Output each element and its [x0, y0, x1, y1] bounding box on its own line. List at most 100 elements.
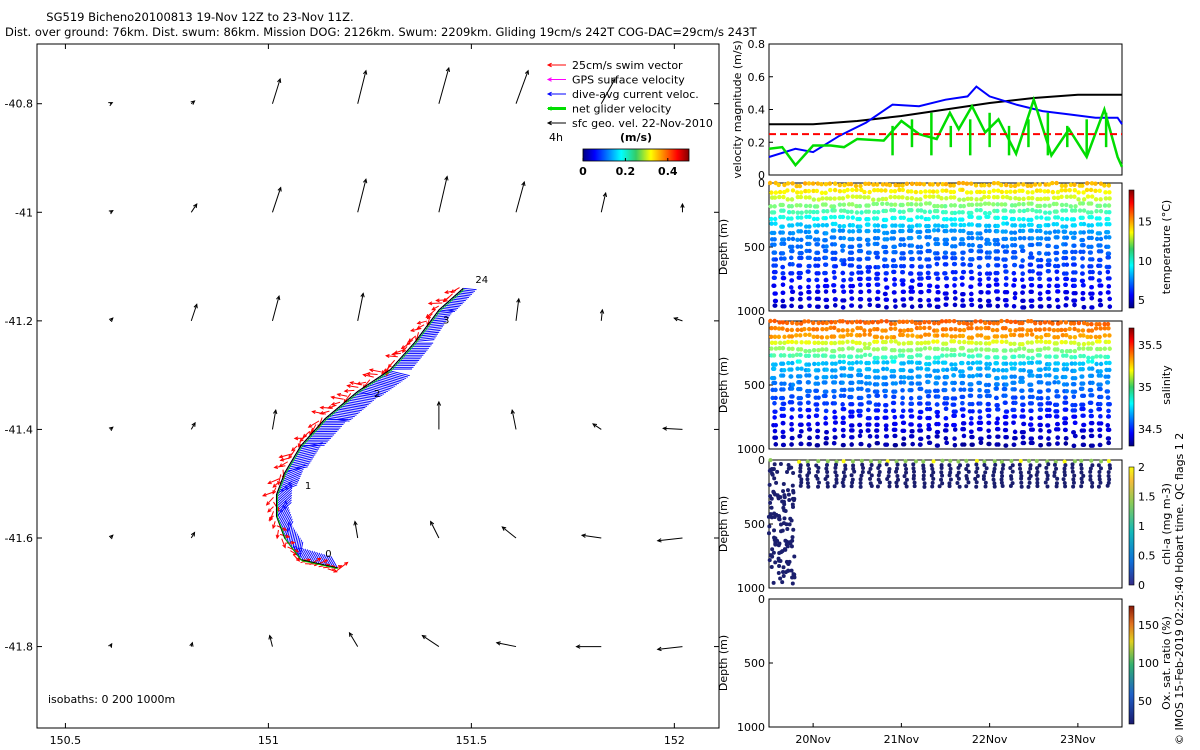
section-point	[780, 224, 785, 229]
section-point	[1034, 188, 1040, 193]
chl-point	[869, 463, 874, 468]
section-point	[1071, 430, 1077, 435]
chl-point	[1009, 458, 1014, 463]
section-point	[944, 440, 949, 446]
section-point	[881, 360, 886, 365]
section-point	[900, 395, 905, 400]
section-point	[1028, 416, 1034, 421]
chl-point	[1034, 458, 1039, 463]
section-point	[893, 339, 898, 344]
section-point	[874, 434, 879, 439]
section-point	[1063, 282, 1068, 287]
section-point	[1098, 346, 1103, 352]
section-point	[1012, 361, 1018, 366]
section-point	[918, 386, 924, 392]
section-point	[995, 270, 1000, 276]
chl-point	[780, 499, 785, 504]
section-point	[978, 333, 984, 338]
section-point	[1081, 320, 1087, 326]
section-point	[1080, 366, 1085, 372]
section-point	[944, 196, 949, 201]
section-point	[917, 256, 923, 261]
section-point	[975, 333, 980, 338]
swim-vector-head	[362, 373, 367, 378]
section-point	[1068, 182, 1074, 187]
section-point	[904, 181, 910, 187]
section-point	[1086, 223, 1091, 228]
section-point	[1013, 348, 1018, 353]
chl-point	[1107, 477, 1112, 482]
section-point	[1030, 373, 1035, 378]
chl-point	[1035, 477, 1040, 482]
section-point	[1003, 393, 1008, 398]
section-point	[1029, 332, 1035, 337]
chl-point	[902, 474, 907, 479]
map-ytick-label: -40.8	[5, 98, 33, 111]
section-point	[1016, 202, 1022, 207]
section-point	[1055, 263, 1061, 269]
section-point	[901, 380, 907, 385]
section-point	[815, 242, 821, 247]
chl-point	[825, 484, 830, 489]
swim-vector	[406, 339, 414, 345]
section-point	[829, 340, 834, 346]
dive-avg-current-vector	[292, 454, 316, 460]
section-point	[1039, 402, 1044, 407]
chl-point	[791, 470, 796, 475]
chl-point	[782, 493, 787, 498]
section-point	[960, 282, 965, 287]
chl-point	[1017, 462, 1022, 467]
section-point	[923, 189, 928, 194]
section-point	[1020, 440, 1025, 446]
section-point	[1017, 216, 1022, 222]
section-point	[908, 348, 914, 353]
section-point	[887, 182, 893, 188]
section-point	[795, 215, 801, 220]
dive-avg-current-vector	[445, 303, 462, 306]
section-point	[798, 401, 803, 406]
section-point	[1081, 381, 1086, 386]
section-point	[999, 182, 1004, 188]
section-point	[964, 190, 970, 195]
chl-point	[974, 480, 979, 485]
section-point	[943, 255, 949, 260]
section-point	[798, 413, 804, 419]
section-point	[815, 443, 821, 448]
section-point	[816, 368, 821, 373]
section-point	[824, 347, 829, 352]
section-point	[1073, 433, 1078, 439]
section-point	[816, 197, 821, 202]
section-point	[995, 223, 1000, 229]
section-point	[1055, 215, 1061, 220]
swim-vector-head	[307, 424, 313, 428]
chl-point	[816, 484, 821, 489]
section-point	[1003, 443, 1008, 448]
section-point	[841, 366, 847, 371]
section-point	[978, 326, 984, 331]
section-ytick-label: 1000	[737, 721, 765, 734]
section-point	[867, 265, 873, 270]
section-point	[995, 289, 1000, 294]
geo-vector-head	[190, 100, 196, 105]
section-point	[1029, 436, 1035, 441]
section-point	[1063, 327, 1068, 333]
section-point	[780, 264, 786, 270]
section-point	[1004, 290, 1010, 295]
section-point	[858, 325, 863, 331]
dive-avg-current-vector	[338, 407, 362, 412]
section-point	[816, 395, 821, 400]
section-point	[859, 402, 864, 407]
section-point	[1025, 190, 1031, 195]
section-point	[854, 319, 860, 325]
section-point	[1063, 441, 1069, 446]
section-point	[795, 327, 800, 333]
section-point	[824, 223, 829, 228]
section-point	[960, 298, 965, 303]
section-point	[1029, 319, 1034, 324]
swim-vector	[427, 313, 433, 319]
section-point	[838, 208, 844, 213]
section-point	[857, 433, 863, 439]
chl-point	[858, 477, 863, 482]
section-point	[1009, 374, 1014, 379]
dive-avg-current-vector	[297, 539, 302, 557]
